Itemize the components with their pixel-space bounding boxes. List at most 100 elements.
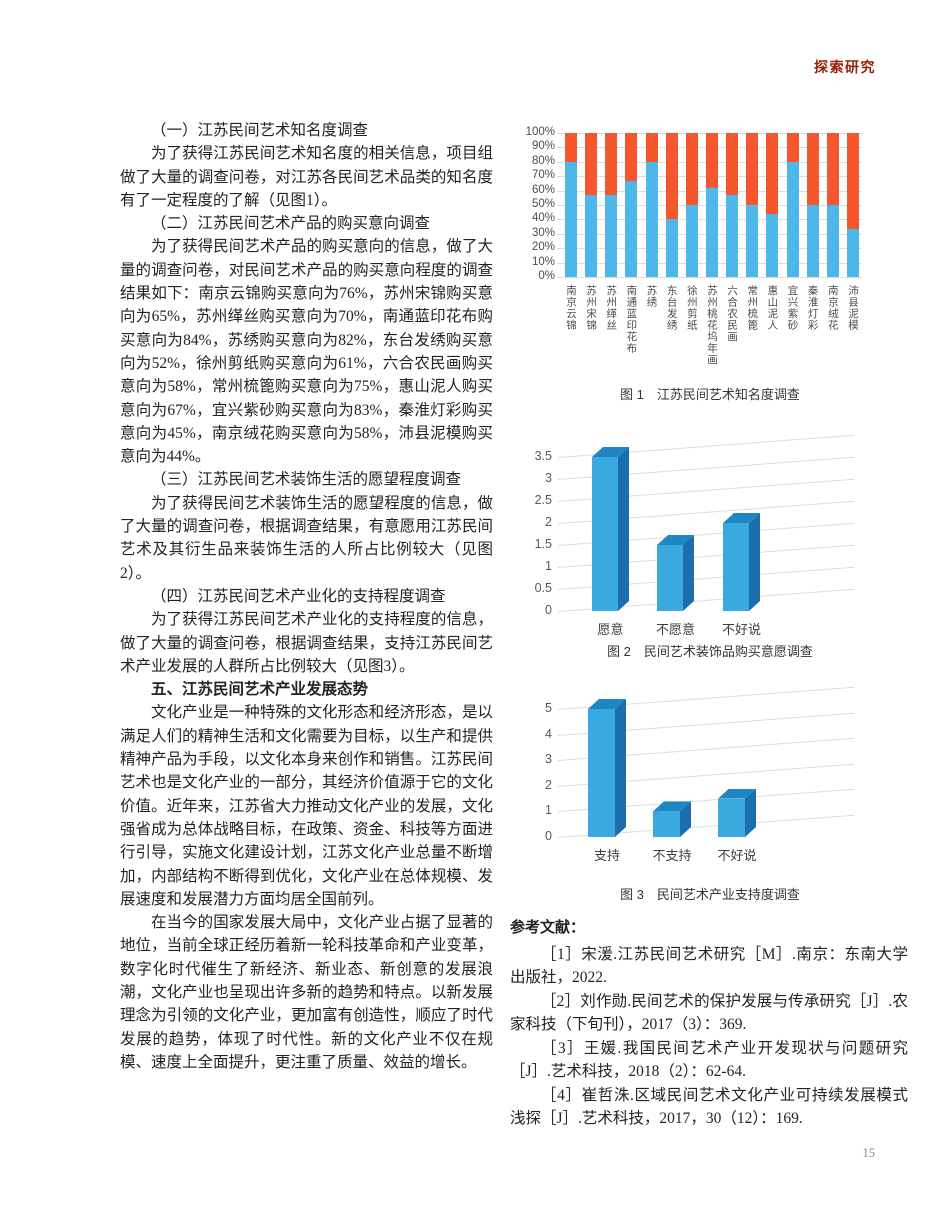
page-number: 15 xyxy=(862,1146,876,1160)
y-axis-tick-label: 5 xyxy=(545,701,552,715)
y-axis-tick-label: 1 xyxy=(545,559,552,573)
x-axis-category-label: 愿意 xyxy=(597,622,624,637)
bar-segment-blue xyxy=(585,194,598,277)
bar-front-face xyxy=(718,798,745,837)
figure-3-label: 图 3 xyxy=(620,887,644,902)
y-axis-tick-label: 60% xyxy=(531,183,555,196)
bar-segment-blue xyxy=(766,213,779,277)
bar-segment-blue xyxy=(826,205,839,277)
bar-segment-orange xyxy=(726,133,739,195)
bar-top-face xyxy=(657,535,694,545)
references-section: 参考文献： ［1］宋湲.江苏民间艺术研究［M］.南京：东南大学出版社，2022.… xyxy=(510,916,908,1131)
bar-segment-orange xyxy=(565,133,577,162)
article-paragraph: 为了获得民间艺术装饰生活的愿望程度的信息，做了大量的调查问卷，根据调查结果，有意… xyxy=(120,494,493,582)
references-heading: 参考文献： xyxy=(510,919,586,936)
y-axis-tick-label: 70% xyxy=(531,169,555,182)
figure-3-3d-bar-chart: 5 4 3 2 1 0 支持 不支持 不好说 xyxy=(510,686,910,880)
bar-front-face xyxy=(588,709,615,837)
bar-segment-blue xyxy=(685,205,698,277)
y-axis-tick-label: 10% xyxy=(531,255,555,268)
bar-side-face xyxy=(683,535,694,611)
x-axis-category-label: 苏州宋锦 xyxy=(585,285,598,331)
references-list: ［1］宋湲.江苏民间艺术研究［M］.南京：东南大学出版社，2022. ［2］刘作勋… xyxy=(510,943,908,1131)
y-axis-tick-label: 0% xyxy=(538,270,555,282)
bar-side-face xyxy=(618,447,629,611)
reference-item: ［3］王媛.我国民间艺术产业开发现状与问题研究［J］.艺术科技，2018（2）：… xyxy=(510,1039,908,1081)
x-axis-category-label: 不支持 xyxy=(652,848,692,863)
y-axis-tick-label: 40% xyxy=(531,212,555,225)
bar-segment-orange xyxy=(766,133,779,214)
y-axis-tick-label: 0 xyxy=(545,603,552,617)
bar-front-face xyxy=(657,545,683,611)
reference-item: ［4］崔哲洙.区域民间艺术文化产业可持续发展模式浅探［J］.艺术科技，2017，… xyxy=(510,1086,908,1128)
bar-segment-orange xyxy=(786,133,799,162)
y-axis-tick-label: 3 xyxy=(545,471,552,485)
article-paragraph: 为了获得民间艺术产品的购买意向的信息，做了大量的调查问卷，对民间艺术产品的购买意… xyxy=(120,238,493,466)
x-axis-category-label: 苏绣 xyxy=(645,285,658,308)
y-axis-tick-label: 1 xyxy=(545,803,552,818)
x-axis-category-label: 南京绒花 xyxy=(826,285,839,331)
y-axis-tick-label: 2 xyxy=(545,515,552,529)
x-axis-category-label: 苏州桃花坞年画 xyxy=(705,285,718,366)
gridline xyxy=(557,277,862,278)
article-section-heading: 五、江苏民间艺术产业发展态势 xyxy=(151,681,369,699)
bar-side-face xyxy=(745,788,756,837)
bar-top-face xyxy=(592,447,629,457)
y-axis-tick-label: 20% xyxy=(531,241,555,254)
bar-segment-orange xyxy=(605,133,618,195)
bar-segment-orange xyxy=(806,133,819,205)
x-axis-category-label: 沛县泥模 xyxy=(846,285,859,331)
bar-segment-orange xyxy=(645,133,658,162)
y-axis-tick-label: 50% xyxy=(531,198,555,210)
bar-front-face xyxy=(592,457,618,611)
bar-side-face xyxy=(680,801,691,837)
y-axis-tick-label: 80% xyxy=(531,154,555,167)
article-paragraph: 为了获得江苏民间艺术产业化的支持程度的信息，做了大量的调查问卷，根据调查结果，支… xyxy=(120,611,493,675)
bar-side-face xyxy=(749,513,760,611)
x-axis-category-label: 南通蓝印花布 xyxy=(625,285,638,354)
bar-front-face xyxy=(723,523,749,611)
bar-segment-blue xyxy=(625,180,638,277)
bar-segment-blue xyxy=(786,161,799,277)
bar-segment-blue xyxy=(645,161,658,277)
bar-segment-blue xyxy=(726,194,739,277)
y-axis-tick-label: 90% xyxy=(531,140,555,153)
figure-3-caption: 图 3 民间艺术产业支持度调查 xyxy=(510,884,910,903)
x-axis-category-label: 徐州剪纸 xyxy=(685,285,698,331)
section-header: 探索研究 xyxy=(814,59,876,75)
article-paragraph: （二）江苏民间艺术产品的购买意向调查 xyxy=(151,215,431,233)
figure-2-title: 民间艺术装饰品购买意愿调查 xyxy=(643,644,813,659)
bar-segment-orange xyxy=(705,133,718,188)
x-axis-category-label: 六合农民画 xyxy=(726,285,739,343)
bar-segment-blue xyxy=(746,205,759,277)
figure-1-caption: 图 1 江苏民间艺术知名度调查 xyxy=(510,384,910,403)
y-axis-tick-label: 100% xyxy=(525,126,555,138)
reference-item: ［2］刘作勋.民间艺术的保护发展与传承研究［J］.农家科技（下旬刊），2017（… xyxy=(510,992,908,1034)
x-axis-category-label: 不愿意 xyxy=(655,622,695,637)
bar-segment-orange xyxy=(846,133,859,230)
x-axis-category-label: 秦淮灯彩 xyxy=(806,285,819,331)
figure-1-stacked-bar-chart: 100% 90% 80% 70% 60% 50% 40% 30% 20% 10% 0% 南京云锦 苏州宋… xyxy=(510,125,910,380)
bar-top-face xyxy=(718,788,756,799)
y-axis-tick-label: 2 xyxy=(545,777,552,792)
x-axis-category-label: 东台发绣 xyxy=(665,285,678,331)
x-axis-category-label: 惠山泥人 xyxy=(766,285,779,331)
y-axis-tick-label: 30% xyxy=(531,226,555,239)
y-axis-tick-label: 0.5 xyxy=(534,581,552,595)
bar-top-face xyxy=(723,513,760,523)
bar-front-face xyxy=(653,811,680,837)
x-axis-category-label: 南京云锦 xyxy=(565,285,577,331)
reference-item: ［1］宋湲.江苏民间艺术研究［M］.南京：东南大学出版社，2022. xyxy=(510,945,908,987)
article-text-column: （一）江苏民间艺术知名度调查 为了获得江苏民间艺术知名度的相关信息，项目组做了大量… xyxy=(120,119,493,1074)
x-axis-category-label: 不好说 xyxy=(721,622,761,637)
bar-segment-blue xyxy=(605,194,618,277)
bar-top-face xyxy=(588,699,626,709)
x-axis-category-label: 宜兴紫砂 xyxy=(786,285,799,331)
y-axis-tick-label: 2.5 xyxy=(534,493,552,507)
bar-side-face xyxy=(615,699,626,837)
bar-segment-blue xyxy=(846,229,859,277)
article-paragraph: 为了获得江苏民间艺术知名度的相关信息，项目组做了大量的调查问卷，对江苏各民间艺术… xyxy=(120,145,493,209)
bar-segment-blue xyxy=(705,187,718,277)
figure-1-title: 江苏民间艺术知名度调查 xyxy=(656,387,800,402)
y-axis-tick-label: 0 xyxy=(545,829,552,843)
